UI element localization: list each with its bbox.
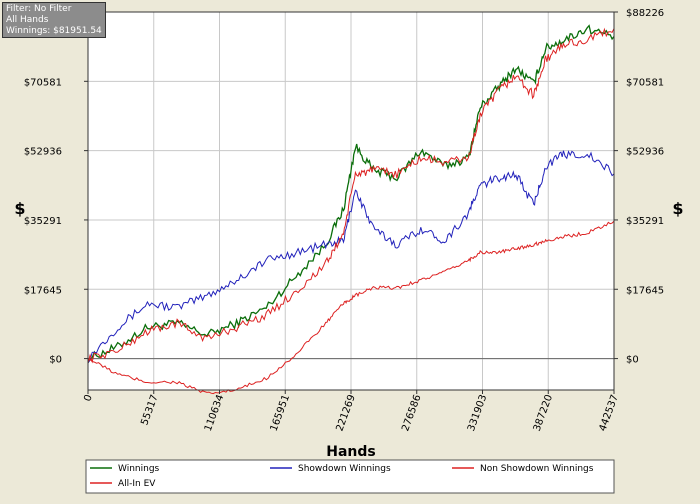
y-tick-label: $52936 [24,147,62,158]
x-tick-label: 387220 [532,393,555,433]
hands-label: All Hands [6,15,49,25]
y-tick-label: $70581 [24,77,62,88]
x-tick-label: 0 [82,393,95,403]
y-axis-label-right: $ [672,199,683,218]
x-axis-label: Hands [326,444,376,460]
x-tick-label: 165951 [269,393,292,433]
y-tick-labels-right: $0 $17645 $35291 $52936 $70581 $88226 [614,8,664,366]
filter-info-box: Filter: No Filter All Hands Winnings: $8… [2,2,106,38]
series-line-2 [87,150,615,364]
x-tick-label: 442537 [597,393,620,433]
y-tick-label: $70581 [626,77,664,88]
legend-label: Winnings [118,464,160,474]
y-tick-label: $88226 [626,8,664,19]
series-line-4 [87,220,615,395]
y-tick-label: $17645 [24,285,62,296]
legend-box [85,459,615,494]
x-tick-labels: 0 55317 110634 165951 221269 276586 331903 3872… [82,390,621,433]
legend-label: Showdown Winnings [298,464,391,474]
y-axis-label-left: $ [14,199,25,218]
y-tick-label: $35291 [24,216,62,227]
legend-label: All-In EV [118,479,156,489]
series-line-1 [87,24,615,364]
x-tick-label: 276586 [400,393,423,433]
y-tick-label: $35291 [626,216,664,227]
filter-label: Filter: No Filter [6,4,72,14]
winnings-label: Winnings: $81951.54 [6,26,102,36]
y-tick-labels-left: $0$17645$35291$52936$70581$88226 [24,8,88,366]
y-tick-label: $0 [626,355,639,366]
y-tick-label: $17645 [626,285,664,296]
legend: Winnings Showdown Winnings Non Showdown Wi… [85,459,615,494]
x-tick-label: 110634 [203,393,226,433]
legend-label: Non Showdown Winnings [480,464,594,474]
y-tick-label: $52936 [626,147,664,158]
x-tick-label: 331903 [466,393,489,433]
series-lines [87,24,615,395]
series-line-3 [87,27,615,364]
y-tick-label: $0 [49,355,62,366]
x-tick-label: 55317 [139,393,160,427]
x-tick-label: 221269 [334,393,357,433]
